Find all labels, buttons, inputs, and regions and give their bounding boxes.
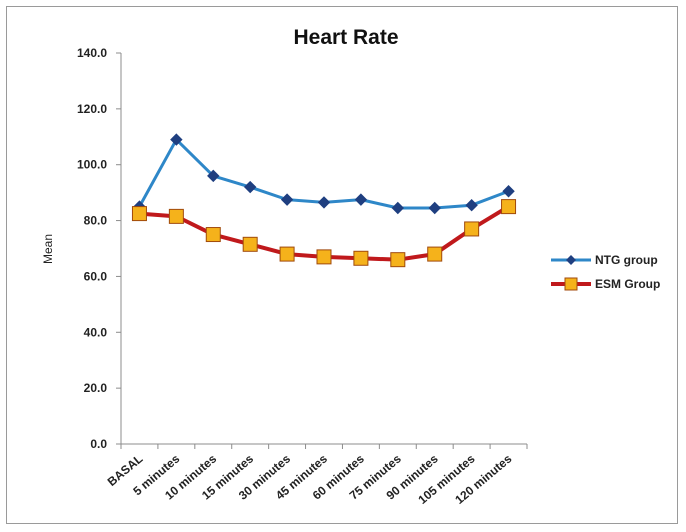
legend-item-2: ESM Group: [551, 277, 660, 291]
data-point: [390, 252, 406, 268]
y-axis-label: Mean: [41, 234, 55, 264]
y-tick-label: 20.0: [84, 381, 108, 395]
data-point: [243, 180, 257, 194]
data-point: [168, 208, 184, 224]
series-2: [131, 199, 517, 268]
data-point: [205, 227, 221, 243]
data-point: [242, 236, 258, 252]
legend-label: NTG group: [595, 253, 658, 267]
series-1: [133, 133, 515, 215]
data-point: [131, 206, 147, 222]
data-point: [428, 201, 441, 215]
data-point: [170, 133, 183, 146]
y-tick-label: 0.0: [90, 437, 107, 451]
y-tick-label: 40.0: [84, 325, 108, 339]
data-point: [427, 246, 443, 262]
y-tick-label: 80.0: [84, 214, 108, 228]
legend-marker: [566, 255, 576, 265]
y-tick-label: 100.0: [77, 158, 107, 172]
data-point: [207, 169, 220, 183]
data-point: [279, 246, 295, 262]
data-point: [465, 199, 478, 212]
legend-marker: [564, 277, 578, 291]
legend-label: ESM Group: [595, 277, 660, 291]
data-point: [280, 193, 294, 206]
chart-frame: [6, 6, 678, 524]
y-tick-label: 140.0: [77, 46, 107, 60]
data-point: [464, 221, 480, 237]
data-point: [317, 196, 331, 209]
y-tick-label: 60.0: [84, 269, 108, 283]
data-point: [316, 249, 332, 265]
data-point: [502, 185, 515, 198]
legend: NTG group ESM Group: [551, 253, 660, 291]
axes: 0.020.040.060.080.0100.0120.0140.0BASAL5…: [77, 46, 528, 507]
y-tick-label: 120.0: [77, 102, 107, 116]
data-point: [353, 250, 369, 266]
series-layer: [131, 133, 517, 268]
data-point: [501, 199, 517, 215]
legend-item-1: NTG group: [551, 253, 658, 267]
data-point: [354, 193, 368, 206]
chart-title: Heart Rate: [293, 26, 398, 49]
data-point: [391, 201, 405, 215]
